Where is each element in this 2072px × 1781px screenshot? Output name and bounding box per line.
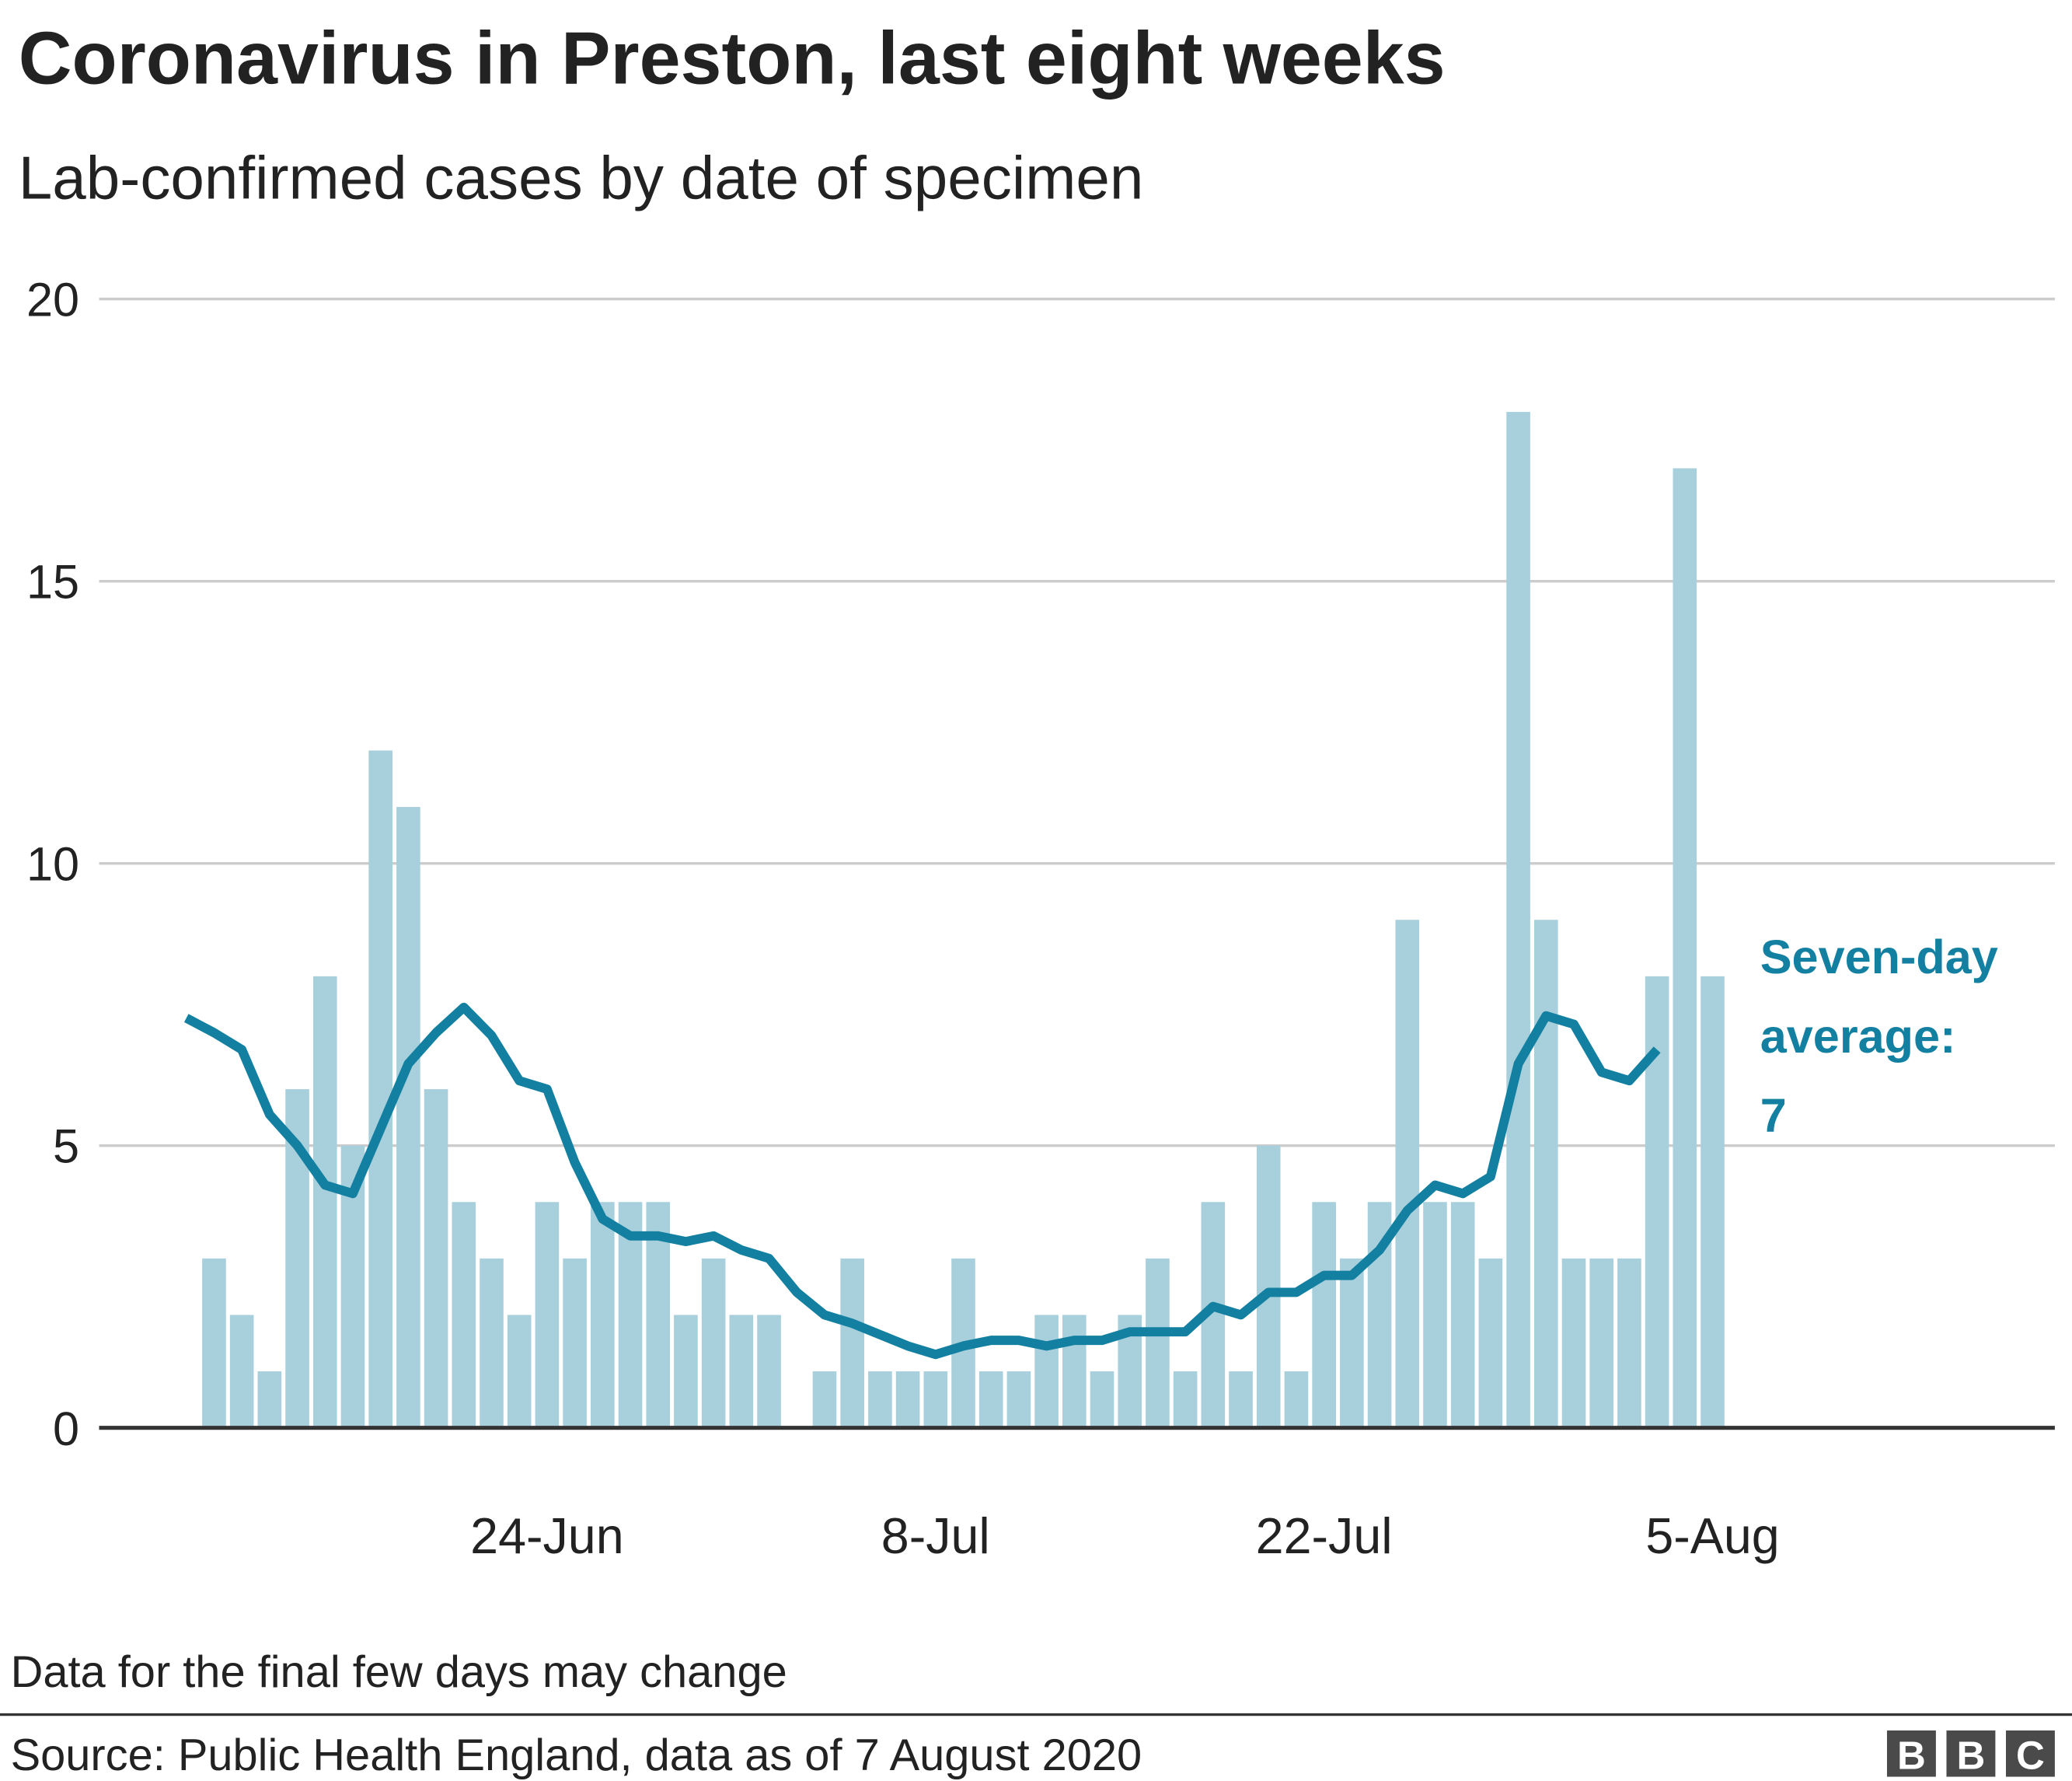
chart-title: Coronavirus in Preston, last eight weeks [19, 17, 1446, 100]
bar [535, 1202, 560, 1428]
y-tick-label: 15 [26, 556, 79, 609]
y-tick-label: 10 [26, 838, 79, 891]
bar [840, 1258, 864, 1428]
bar [978, 1371, 1003, 1428]
bar [563, 1258, 587, 1428]
bar [701, 1258, 726, 1428]
y-tick-label: 5 [53, 1120, 79, 1173]
logo-box [1946, 1730, 1996, 1777]
bar [1229, 1371, 1253, 1428]
logo-letter: B [1957, 1733, 1986, 1777]
annotation: Seven-day [1760, 931, 1998, 983]
x-tick-label: 24-Jun [470, 1508, 624, 1564]
source: Source: Public Health England, data as o… [11, 1730, 1142, 1780]
bar [1006, 1371, 1031, 1428]
annotation: average: [1760, 1010, 1956, 1063]
bar [257, 1371, 282, 1428]
bar [1478, 1258, 1503, 1428]
bar [868, 1371, 892, 1428]
bar [1450, 1202, 1475, 1428]
bar [480, 1258, 504, 1428]
average-line [183, 1002, 1661, 1360]
bar [396, 807, 420, 1428]
bar [1146, 1258, 1170, 1428]
bar [1284, 1371, 1309, 1428]
y-tick-label: 20 [26, 274, 79, 327]
bar [424, 1089, 448, 1428]
logo-box [1886, 1730, 1936, 1777]
bar [1312, 1202, 1336, 1428]
bar [1256, 1145, 1281, 1428]
x-tick-label: 5-Aug [1645, 1508, 1779, 1564]
logo-box [2005, 1730, 2055, 1777]
bar [1034, 1315, 1059, 1428]
x-tick-label: 8-Jul [881, 1508, 990, 1564]
bar [729, 1315, 754, 1428]
bar [1340, 1258, 1364, 1428]
bar [1395, 920, 1420, 1428]
bar [1090, 1371, 1114, 1428]
bar [1561, 1258, 1586, 1428]
bar [1701, 976, 1725, 1428]
logo-letter: B [1897, 1733, 1926, 1777]
annotation: 7 [1760, 1089, 1787, 1142]
bar [202, 1258, 226, 1428]
chart-subtitle: Lab-confirmed cases by date of specimen [19, 143, 1144, 211]
bar [1062, 1315, 1087, 1428]
bar [229, 1315, 254, 1428]
logo-letter: C [2016, 1733, 2045, 1777]
note: Data for the final few days may change [11, 1647, 787, 1697]
bar [591, 1202, 615, 1428]
bar [1617, 1258, 1641, 1428]
bar [1589, 1258, 1614, 1428]
bar [812, 1371, 837, 1428]
y-tick-label: 0 [53, 1402, 79, 1455]
bar [452, 1202, 476, 1428]
bar [1423, 1202, 1447, 1428]
x-tick-label: 22-Jul [1256, 1508, 1393, 1564]
bar [312, 976, 337, 1428]
bar [1673, 468, 1697, 1428]
bar [674, 1315, 698, 1428]
bar [895, 1371, 920, 1428]
bar [507, 1315, 532, 1428]
bar [368, 750, 392, 1428]
bar [1533, 920, 1558, 1428]
bar [1506, 411, 1530, 1428]
bar [1173, 1371, 1198, 1428]
bar [1645, 976, 1669, 1428]
bar [757, 1315, 781, 1428]
bar [923, 1371, 948, 1428]
